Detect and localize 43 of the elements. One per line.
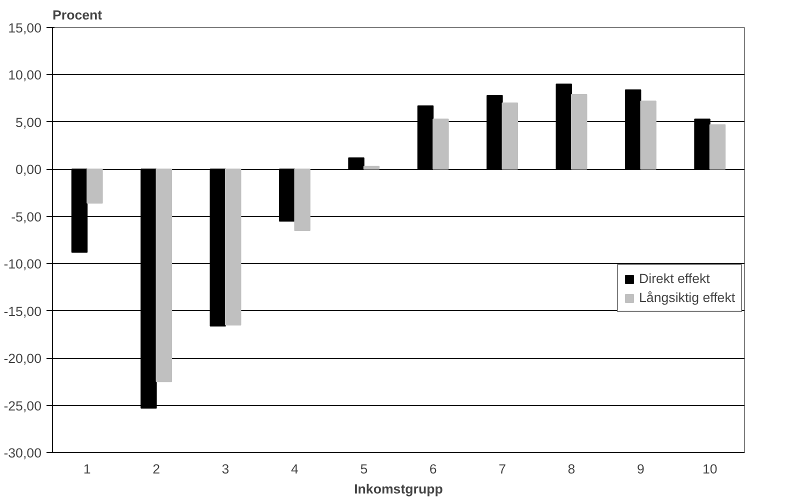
y-tick-label: -20,00 <box>4 351 42 366</box>
bar <box>156 168 172 382</box>
y-tick-label: -5,00 <box>11 209 42 224</box>
y-tick-label: 10,00 <box>8 68 42 83</box>
bar <box>709 124 726 170</box>
bar <box>294 168 310 232</box>
x-tick-label: 3 <box>222 462 230 476</box>
x-tick-label: 5 <box>360 462 368 476</box>
x-axis-title: Inkomstgrupp <box>354 482 443 496</box>
bar <box>86 168 103 204</box>
bar <box>417 105 434 170</box>
x-tick-label: 2 <box>152 462 160 476</box>
bar <box>694 118 710 170</box>
bar <box>571 94 588 170</box>
legend-label: Långsiktig effekt <box>639 290 736 305</box>
bar <box>210 168 226 326</box>
y-tick-label: -25,00 <box>4 398 42 414</box>
y-tick-label: 0,00 <box>16 162 42 178</box>
bar <box>71 168 88 253</box>
y-tick-label: -15,00 <box>4 304 42 319</box>
bar <box>486 95 503 170</box>
bar <box>556 84 572 170</box>
y-tick-label: -10,00 <box>4 256 42 272</box>
x-tick-label: 10 <box>702 462 718 476</box>
y-tick-label: -30,00 <box>4 446 42 460</box>
bar <box>640 100 656 170</box>
bar <box>348 157 364 170</box>
x-tick-label: 1 <box>83 462 91 476</box>
bar <box>432 118 449 170</box>
bar <box>363 166 380 170</box>
bar <box>624 89 642 170</box>
x-tick-label: 7 <box>498 462 506 476</box>
bar <box>278 168 296 222</box>
bar <box>225 168 242 326</box>
y-tick-label: 15,00 <box>8 20 42 36</box>
y-axis-title: Procent <box>52 8 103 22</box>
legend-label: Direkt effekt <box>639 271 710 286</box>
y-tick-label: 5,00 <box>16 114 42 130</box>
bar <box>502 102 518 170</box>
x-tick-label: 4 <box>290 462 299 476</box>
x-tick-label: 6 <box>429 462 437 476</box>
x-tick-label: 8 <box>568 462 576 476</box>
x-tick-label: 9 <box>636 462 644 476</box>
